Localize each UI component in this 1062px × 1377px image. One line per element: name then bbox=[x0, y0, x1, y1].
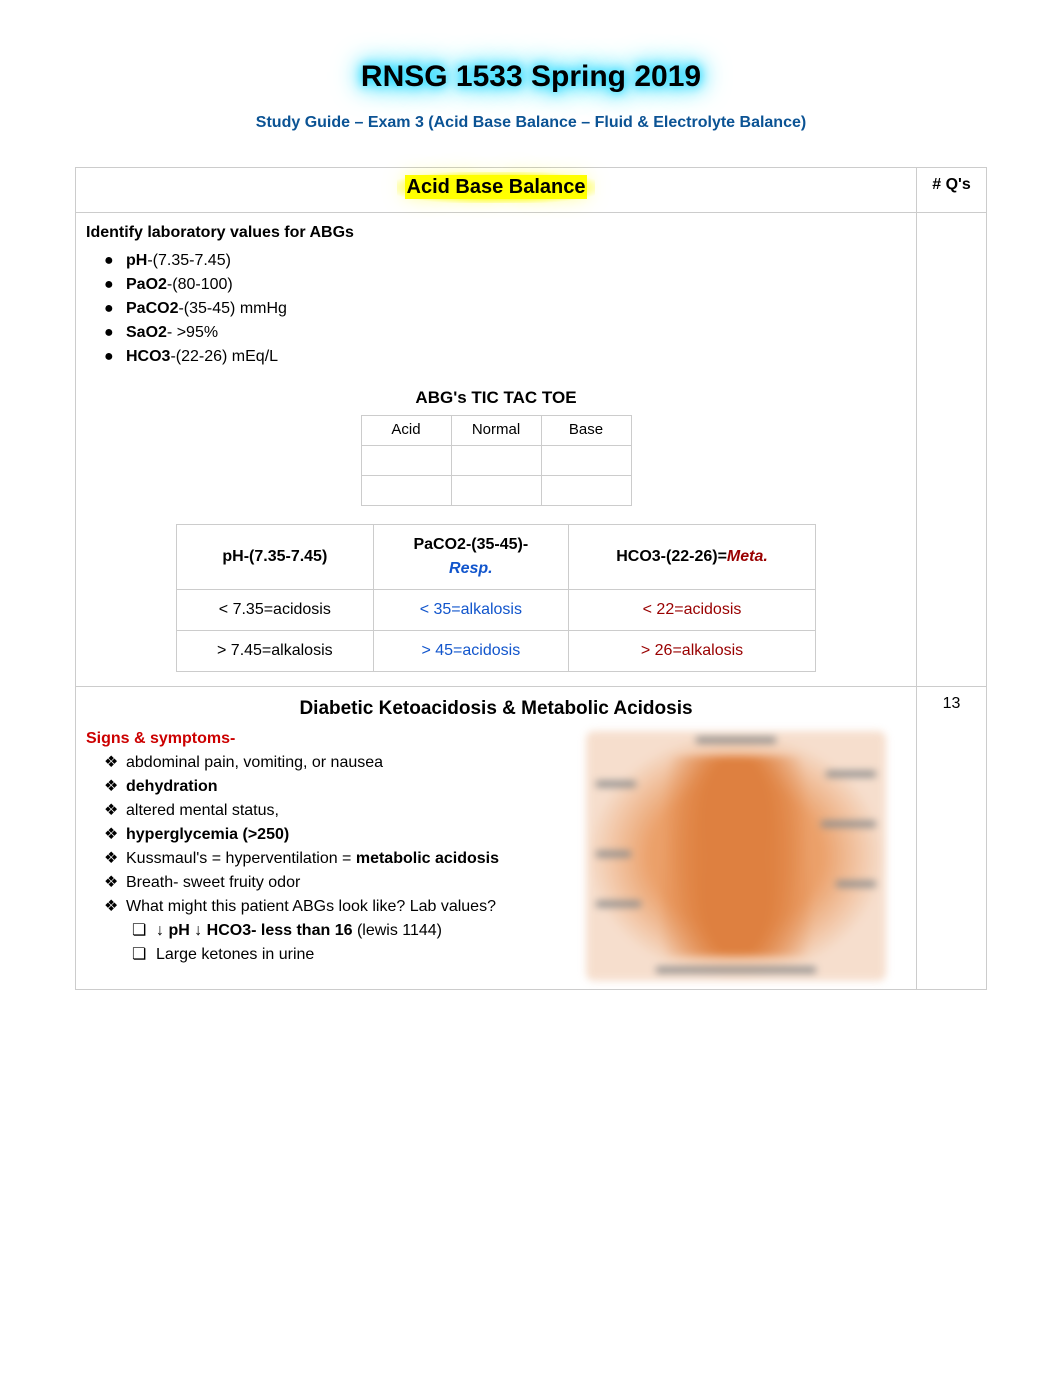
tictac-cell: Acid bbox=[361, 415, 451, 445]
lab-list: pH-(7.35-7.45) PaO2-(80-100) PaCO2-(35-4… bbox=[86, 249, 906, 369]
list-item: Large ketones in urine bbox=[156, 943, 586, 967]
ref-cell: > 26=alkalosis bbox=[569, 630, 816, 671]
body-diagram-image bbox=[586, 727, 906, 981]
list-item: hyperglycemia (>250) bbox=[126, 823, 586, 847]
tictac-grid: Acid Normal Base bbox=[361, 415, 632, 506]
signs-symptoms-label: Signs & symptoms- bbox=[86, 727, 586, 751]
tictac-cell: Normal bbox=[451, 415, 541, 445]
ref-cell: > 45=acidosis bbox=[373, 630, 568, 671]
qs-count: 13 bbox=[917, 686, 987, 990]
section2-body: Diabetic Ketoacidosis & Metabolic Acidos… bbox=[76, 686, 917, 990]
section-acid-base: Acid Base Balance bbox=[76, 168, 917, 213]
section1-heading: Acid Base Balance bbox=[86, 176, 906, 199]
symptoms-list: abdominal pain, vomiting, or nausea dehy… bbox=[86, 751, 586, 919]
list-item: HCO3-(22-26) mEq/L bbox=[126, 345, 906, 369]
ref-header-ph: pH-(7.35-7.45) bbox=[177, 524, 374, 589]
section1-body: Identify laboratory values for ABGs pH-(… bbox=[76, 213, 917, 687]
sub-list: ↓ pH ↓ HCO3- less than 16 (lewis 1144) L… bbox=[86, 919, 586, 967]
list-item: PaCO2-(35-45) mmHg bbox=[126, 297, 906, 321]
list-item: altered mental status, bbox=[126, 799, 586, 823]
list-item: pH-(7.35-7.45) bbox=[126, 249, 906, 273]
ref-cell: < 22=acidosis bbox=[569, 589, 816, 630]
list-item: Breath- sweet fruity odor bbox=[126, 871, 586, 895]
qs-header: # Q's bbox=[917, 168, 987, 213]
lab-heading: Identify laboratory values for ABGs bbox=[86, 221, 906, 245]
ref-header-hco3: HCO3-(22-26)=Meta. bbox=[569, 524, 816, 589]
page-subtitle: Study Guide – Exam 3 (Acid Base Balance … bbox=[75, 114, 987, 132]
list-item: What might this patient ABGs look like? … bbox=[126, 895, 586, 919]
list-item: dehydration bbox=[126, 775, 586, 799]
section2-heading: Diabetic Ketoacidosis & Metabolic Acidos… bbox=[86, 695, 906, 724]
ref-header-paco2: PaCO2-(35-45)-Resp. bbox=[373, 524, 568, 589]
tictac-cell: Base bbox=[541, 415, 631, 445]
list-item: PaO2-(80-100) bbox=[126, 273, 906, 297]
list-item: Kussmaul's = hyperventilation = metaboli… bbox=[126, 847, 586, 871]
tictac-title: ABG's TIC TAC TOE bbox=[86, 385, 906, 411]
page-title: RNSG 1533 Spring 2019 bbox=[75, 60, 987, 94]
ref-cell: < 35=alkalosis bbox=[373, 589, 568, 630]
ref-cell: < 7.35=acidosis bbox=[177, 589, 374, 630]
reference-table: pH-(7.35-7.45) PaCO2-(35-45)-Resp. HCO3-… bbox=[176, 524, 816, 672]
ref-cell: > 7.45=alkalosis bbox=[177, 630, 374, 671]
list-item: SaO2- >95% bbox=[126, 321, 906, 345]
list-item: ↓ pH ↓ HCO3- less than 16 (lewis 1144) bbox=[156, 919, 586, 943]
content-table: Acid Base Balance # Q's Identify laborat… bbox=[75, 167, 987, 990]
list-item: abdominal pain, vomiting, or nausea bbox=[126, 751, 586, 775]
qs-cell bbox=[917, 213, 987, 687]
